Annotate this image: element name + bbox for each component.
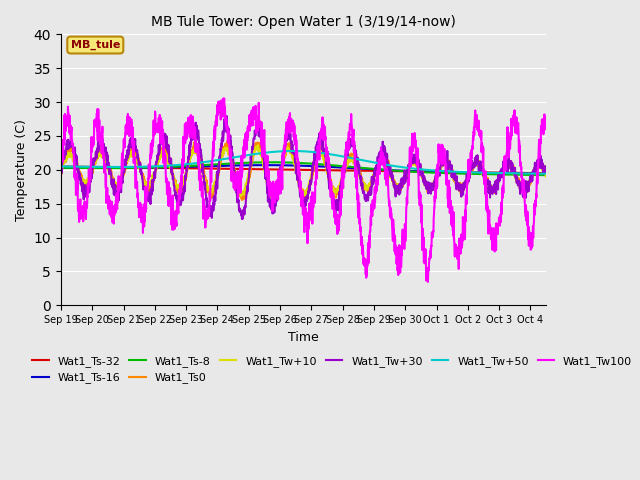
Wat1_Ts-16 [293, 163, 301, 168]
Wat1_Tw100 [220, 96, 228, 101]
Wat1_Tw100 [293, 149, 301, 155]
Wat1_Tw+50 [57, 164, 65, 169]
Wat1_Ts0 [224, 138, 232, 144]
Wat1_Tw+50 [289, 148, 296, 154]
Line: Wat1_Ts-32: Wat1_Ts-32 [61, 167, 546, 173]
Wat1_Ts-16 [280, 162, 288, 168]
Text: MB_tule: MB_tule [70, 40, 120, 50]
Wat1_Tw+10 [280, 152, 288, 157]
Wat1_Ts-16 [57, 165, 65, 170]
Wat1_Tw+30 [57, 170, 65, 176]
Wat1_Tw+30 [294, 171, 301, 177]
Wat1_Tw100 [57, 175, 65, 180]
Wat1_Tw+10 [529, 171, 536, 177]
Wat1_Ts-8 [542, 172, 550, 178]
Wat1_Tw100 [529, 243, 536, 249]
Wat1_Ts-32 [528, 170, 536, 176]
Wat1_Ts0 [440, 159, 447, 165]
Wat1_Ts-16 [529, 171, 536, 177]
Wat1_Tw+10 [440, 158, 447, 164]
Y-axis label: Temperature (C): Temperature (C) [15, 119, 28, 221]
Wat1_Tw+30 [529, 178, 536, 184]
Wat1_Ts0 [294, 164, 301, 170]
Wat1_Tw+10 [57, 168, 65, 174]
Wat1_Tw+50 [280, 148, 288, 154]
Wat1_Ts-8 [82, 165, 90, 171]
Wat1_Tw+50 [529, 171, 536, 177]
Wat1_Ts0 [529, 169, 536, 175]
Line: Wat1_Tw+50: Wat1_Tw+50 [61, 151, 546, 174]
Wat1_Ts-16 [439, 169, 447, 175]
Wat1_Ts0 [82, 181, 90, 187]
Wat1_Ts0 [529, 174, 536, 180]
Wat1_Tw100 [424, 279, 432, 285]
Wat1_Ts-16 [262, 162, 269, 168]
Line: Wat1_Tw+30: Wat1_Tw+30 [61, 116, 546, 219]
Wat1_Tw+50 [293, 148, 301, 154]
Line: Wat1_Tw+10: Wat1_Tw+10 [61, 145, 546, 197]
Wat1_Tw+30 [280, 143, 288, 149]
Wat1_Ts-8 [57, 165, 65, 170]
Wat1_Ts-16 [528, 171, 536, 177]
Wat1_Ts0 [57, 167, 65, 173]
Wat1_Ts-32 [57, 164, 65, 169]
Line: Wat1_Ts-8: Wat1_Ts-8 [61, 162, 546, 175]
Wat1_Ts-8 [439, 170, 447, 176]
Wat1_Tw+50 [528, 171, 536, 177]
Legend: Wat1_Ts-32, Wat1_Ts-16, Wat1_Ts-8, Wat1_Ts0, Wat1_Tw+10, Wat1_Tw+30, Wat1_Tw+50,: Wat1_Ts-32, Wat1_Ts-16, Wat1_Ts-8, Wat1_… [28, 351, 637, 388]
Wat1_Tw+10 [82, 178, 90, 184]
Wat1_Ts-8 [529, 172, 536, 178]
Wat1_Tw100 [280, 144, 288, 149]
Wat1_Ts-8 [280, 159, 288, 165]
Wat1_Tw100 [529, 243, 536, 249]
Wat1_Tw+30 [82, 187, 90, 193]
Wat1_Tw+10 [254, 143, 262, 148]
Wat1_Tw+50 [439, 168, 447, 174]
Wat1_Tw+10 [542, 174, 550, 180]
Wat1_Ts-32 [293, 167, 301, 173]
Wat1_Tw100 [82, 202, 90, 208]
Wat1_Tw+30 [440, 153, 447, 159]
X-axis label: Time: Time [288, 331, 319, 344]
Wat1_Ts-16 [82, 165, 90, 171]
Wat1_Tw+30 [529, 174, 536, 180]
Wat1_Ts-8 [528, 172, 536, 178]
Wat1_Ts-8 [268, 159, 275, 165]
Wat1_Tw+50 [82, 164, 90, 169]
Wat1_Tw+30 [542, 167, 550, 173]
Wat1_Tw+10 [529, 170, 536, 176]
Title: MB Tule Tower: Open Water 1 (3/19/14-now): MB Tule Tower: Open Water 1 (3/19/14-now… [151, 15, 456, 29]
Line: Wat1_Ts0: Wat1_Ts0 [61, 141, 546, 201]
Wat1_Ts-32 [542, 170, 550, 176]
Wat1_Ts-32 [439, 169, 447, 175]
Wat1_Ts0 [542, 172, 550, 178]
Wat1_Tw+50 [542, 171, 550, 177]
Wat1_Ts-8 [293, 160, 301, 166]
Wat1_Tw+30 [223, 113, 230, 119]
Wat1_Tw100 [440, 154, 447, 159]
Wat1_Ts0 [271, 198, 278, 204]
Wat1_Ts-32 [82, 164, 90, 170]
Wat1_Tw+30 [238, 216, 246, 222]
Wat1_Tw+10 [294, 177, 301, 182]
Wat1_Ts-16 [542, 171, 550, 177]
Wat1_Ts-32 [528, 170, 536, 176]
Line: Wat1_Ts-16: Wat1_Ts-16 [61, 165, 546, 174]
Wat1_Tw+10 [268, 194, 275, 200]
Wat1_Ts-32 [280, 167, 288, 172]
Wat1_Ts0 [280, 155, 288, 160]
Wat1_Tw100 [542, 115, 550, 121]
Line: Wat1_Tw100: Wat1_Tw100 [61, 98, 546, 282]
